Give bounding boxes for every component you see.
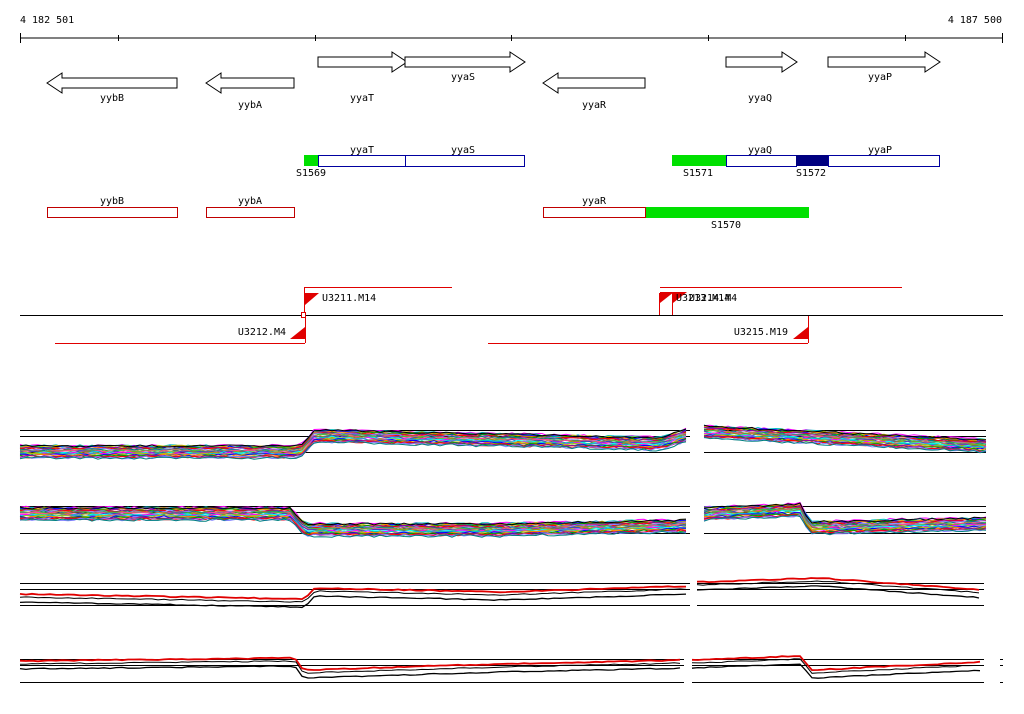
track-1-trace — [703, 436, 987, 454]
gene-label-yybA: yybA — [238, 100, 262, 111]
gene-label-yyaT: yyaT — [350, 93, 374, 104]
gene-arrow-yybA[interactable] — [205, 72, 295, 94]
gene-label-yybB: yybB — [100, 93, 124, 104]
segment-label-yyaS: yyaS — [451, 145, 475, 156]
promoter-label-U3214: U3214.M4 — [689, 293, 737, 304]
promoter-flag-U3212[interactable] — [290, 327, 305, 339]
gene-label-yyaR: yyaR — [582, 100, 607, 111]
promoter-label-U3215: U3215.M19 — [734, 327, 788, 338]
gene-arrow-yyaP[interactable] — [827, 51, 941, 73]
track-2-trace-black — [703, 502, 987, 524]
gene-arrow-yyaQ[interactable] — [725, 51, 798, 73]
track-1-trace-black — [19, 428, 687, 448]
track-3-trace-red — [696, 577, 980, 591]
segment-yybB[interactable] — [47, 207, 178, 218]
promoter-flag-U3215[interactable] — [793, 327, 808, 339]
region-label-S1570: S1570 — [711, 220, 741, 231]
gene-arrow-yyaS[interactable] — [404, 51, 526, 73]
track-3-trace-black-2 — [19, 588, 687, 603]
track-1-trace — [19, 435, 687, 455]
expression-tracks — [19, 424, 1003, 683]
track-2-trace — [19, 518, 687, 538]
segment-label-yyaQ: yyaQ — [748, 145, 772, 156]
segment-yyaT[interactable] — [318, 155, 406, 167]
segment-yyaP[interactable] — [828, 155, 940, 167]
segment-label-yyaR: yyaR — [582, 196, 607, 207]
segment-label-yybB: yybB — [100, 196, 124, 207]
region-S1569[interactable] — [304, 155, 318, 166]
promoter-marker-U3211 — [301, 312, 306, 318]
segment-label-yybA: yybA — [238, 196, 262, 207]
track-4-trace-black-2 — [19, 660, 681, 674]
track-3-trace-black — [19, 593, 687, 609]
gene-label-yyaS: yyaS — [451, 72, 475, 83]
track-1-trace — [703, 436, 987, 453]
plus-strand-segments: yyaT yyaS yyaQ yyaP S1569 S1571 S1572 — [296, 145, 940, 179]
track-2-trace — [703, 507, 987, 528]
track-2-trace — [703, 505, 986, 526]
region-S1570[interactable] — [646, 207, 809, 218]
promoter-label-U3213: U3213.M14 — [676, 293, 730, 304]
track-4-trace-black-2 — [691, 658, 980, 674]
gene-arrows-track — [46, 51, 941, 94]
track-2-trace — [703, 514, 987, 536]
promoter-flag-U3214[interactable] — [673, 292, 687, 303]
gene-arrow-yyaT[interactable] — [317, 51, 408, 73]
track-1-trace — [19, 441, 687, 460]
ruler-end-label: 4 187 500 — [948, 15, 1002, 26]
track-4-trace-black — [19, 665, 681, 679]
gene-arrow-yyaR[interactable] — [542, 72, 646, 94]
promoter-flag-U3211[interactable] — [305, 293, 319, 305]
segment-label-yyaT: yyaT — [350, 145, 374, 156]
track-4-trace-red — [691, 655, 981, 672]
track-4-trace-red — [19, 656, 681, 671]
region-S1571[interactable] — [672, 155, 726, 166]
segment-yyaS[interactable] — [405, 155, 525, 167]
promoter-track: U3211.M14 U3213.M14 U3214.M4 U3212.M4 U3… — [20, 287, 1003, 344]
track-1-trace — [704, 433, 987, 449]
segment-yybA[interactable] — [206, 207, 295, 218]
region-label-S1569: S1569 — [296, 168, 326, 179]
track-1-trace — [19, 437, 687, 457]
track-1-trace-black — [703, 424, 987, 441]
track-3-trace-black-2 — [696, 580, 980, 594]
segment-yyaR[interactable] — [543, 207, 646, 218]
promoter-flag-U3213[interactable] — [660, 292, 674, 303]
track-1-trace — [19, 439, 687, 459]
track-3-trace-red — [19, 585, 687, 601]
track-3-trace-black — [696, 585, 980, 599]
region-label-S1571: S1571 — [683, 168, 713, 179]
track-2-trace — [703, 514, 987, 535]
region-S1572[interactable] — [796, 155, 828, 166]
segment-yyaQ[interactable] — [726, 155, 797, 167]
gene-arrow-yybB[interactable] — [46, 72, 178, 94]
gene-arrow-labels: yybB yybA yyaT yyaS yyaR yyaQ yyaP — [100, 72, 892, 111]
track-1-trace — [703, 429, 987, 447]
promoter-label-U3211: U3211.M14 — [322, 293, 376, 304]
segment-label-yyaP: yyaP — [868, 145, 892, 156]
gene-label-yyaQ: yyaQ — [748, 93, 772, 104]
minus-strand-segments: yybB yybA yyaR S1570 — [47, 196, 809, 231]
region-label-S1572: S1572 — [796, 168, 826, 179]
track-2-trace-black — [19, 506, 687, 526]
ruler-start-label: 4 182 501 — [20, 15, 74, 26]
gene-label-yyaP: yyaP — [868, 72, 892, 83]
track-1-trace — [19, 432, 687, 452]
promoter-label-U3212: U3212.M4 — [238, 327, 286, 338]
track-4-trace-black — [691, 663, 981, 679]
coordinate-ruler: 4 182 501 4 187 500 — [20, 15, 1003, 43]
